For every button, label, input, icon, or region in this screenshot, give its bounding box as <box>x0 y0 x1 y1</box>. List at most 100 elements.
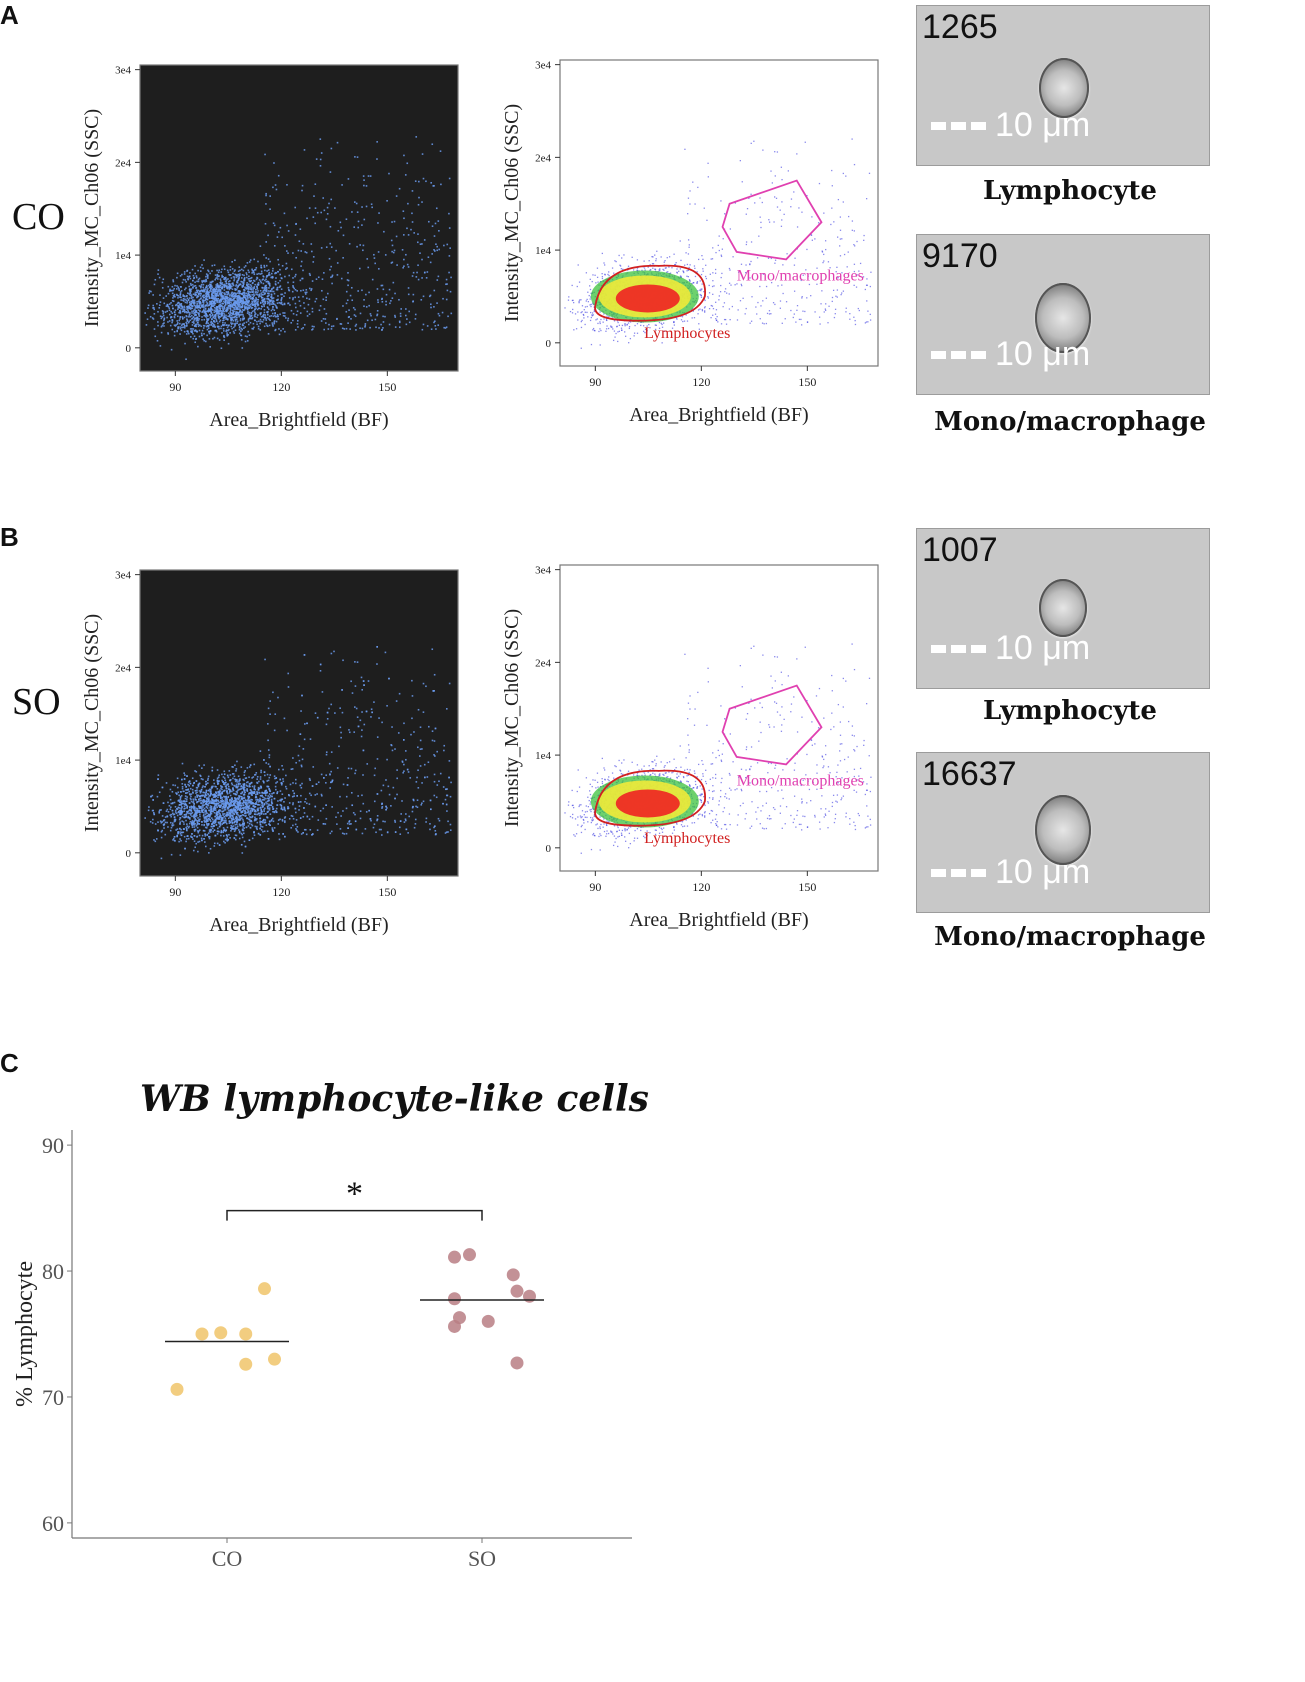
x-tick-label: CO <box>212 1546 243 1571</box>
y-tick-label: 1e4 <box>115 755 131 767</box>
x-axis-label: Area_Brightfield (BF) <box>209 914 388 936</box>
y-tick-label: 3e4 <box>115 570 131 582</box>
y-tick-label: 2e4 <box>535 152 551 164</box>
density-high <box>615 284 680 313</box>
panel-letter-b: B <box>0 522 19 552</box>
scale-bar-label: 10 μm <box>995 629 1091 667</box>
y-tick-label: 0 <box>546 843 552 855</box>
x-tick-label: 90 <box>589 880 601 894</box>
scale-bar-label: 10 μm <box>995 106 1091 144</box>
x-axis-label: Area_Brightfield (BF) <box>629 404 808 426</box>
significance-bracket <box>226 1209 483 1221</box>
lymphocyte-gate-label: Lymphocytes <box>644 325 730 342</box>
plot-frame <box>559 564 879 872</box>
lymphocyte-percentage-chart: 60 70 80 90 CO SO % Lymphocyte * <box>12 1130 632 1571</box>
cell-icon <box>1039 579 1087 637</box>
y-axis-label: Intensity_MC_Ch06 (SSC) <box>81 109 103 327</box>
data-point <box>510 1356 524 1370</box>
mono-gate <box>721 684 823 766</box>
data-point <box>481 1314 495 1328</box>
data-point <box>258 1282 271 1296</box>
y-axis-label: % Lymphocyte <box>12 1261 38 1407</box>
data-point <box>448 1319 461 1333</box>
cell-image-so-mono: 16637 10 μm <box>916 752 1210 913</box>
mono-gate-label: Mono/macrophages <box>737 773 864 790</box>
y-tick-label: 2e4 <box>535 657 551 669</box>
x-tick-label: 120 <box>692 375 710 389</box>
cell-icon <box>1035 283 1091 353</box>
x-tick-label: 120 <box>272 885 290 899</box>
plot-frame <box>139 64 459 372</box>
mono-gate-label: Mono/macrophages <box>737 268 864 285</box>
cell-image-co-mono: 9170 10 μm <box>916 234 1210 395</box>
x-tick-label: 150 <box>798 375 816 389</box>
flow-scatter-so-ungated: 0 1e4 2e4 3e4 90 120 150 Area_Brightfield (BF) I… <box>81 569 459 936</box>
significance-marker: * <box>346 1176 363 1213</box>
cell-id: 1007 <box>922 531 998 569</box>
data-point <box>239 1327 253 1341</box>
cell-caption: Lymphocyte <box>983 696 1157 726</box>
series-co <box>165 1282 289 1396</box>
axes: 60 70 80 90 CO SO <box>42 1130 632 1571</box>
x-axis-label: Area_Brightfield (BF) <box>629 909 808 931</box>
data-point <box>448 1292 461 1306</box>
x-tick-label: 120 <box>272 380 290 394</box>
group-label-so: SO <box>12 681 61 723</box>
x-tick-label: 90 <box>169 380 181 394</box>
y-tick-label: 1e4 <box>115 250 131 262</box>
lymphocyte-gate <box>594 769 706 827</box>
y-tick-label: 3e4 <box>535 565 551 577</box>
data-point <box>239 1357 253 1371</box>
data-point <box>510 1284 524 1298</box>
series-so <box>420 1248 544 1370</box>
flow-density-co-gated: 0 1e4 2e4 3e4 90 120 150 Area_Brightfield (BF) I… <box>501 59 879 426</box>
scale-bar: 10 μm <box>931 106 1090 145</box>
cell-id: 1265 <box>922 8 998 46</box>
panel-letter-a: A <box>0 0 19 30</box>
flow-density-so-gated: 0 1e4 2e4 3e4 90 120 150 Area_Brightfield (BF) I… <box>501 564 879 931</box>
y-axis-label: Intensity_MC_Ch06 (SSC) <box>501 609 523 827</box>
x-tick-label: 150 <box>798 880 816 894</box>
event-dots <box>144 646 452 860</box>
scale-bar-label: 10 μm <box>995 853 1091 891</box>
cell-caption: Mono/macrophage <box>934 922 1206 952</box>
scale-bar: 10 μm <box>931 853 1090 892</box>
y-tick-label: 0 <box>126 848 132 860</box>
plot-frame <box>139 569 459 877</box>
cell-id: 16637 <box>922 755 1017 793</box>
y-tick-label: 2e4 <box>115 662 131 674</box>
scale-bar: 10 μm <box>931 335 1090 374</box>
panel-letter-c: C <box>0 1048 19 1078</box>
y-tick-label: 0 <box>546 338 552 350</box>
density-high <box>615 789 680 818</box>
x-tick-label: 150 <box>378 380 396 394</box>
y-tick-label: 1e4 <box>535 750 551 762</box>
y-tick-label: 0 <box>126 343 132 355</box>
cell-image-so-lymphocyte: 1007 10 μm <box>916 528 1210 689</box>
cell-id: 9170 <box>922 237 998 275</box>
scale-bar: 10 μm <box>931 629 1090 668</box>
y-tick-label: 70 <box>42 1385 64 1410</box>
x-tick-label: SO <box>468 1546 496 1571</box>
x-tick-label: 90 <box>169 885 181 899</box>
data-point <box>523 1289 536 1303</box>
y-tick-label: 1e4 <box>535 245 551 257</box>
data-point <box>448 1250 461 1264</box>
y-tick-label: 3e4 <box>535 60 551 72</box>
mono-gate <box>721 179 823 261</box>
y-axis-label: Intensity_MC_Ch06 (SSC) <box>81 614 103 832</box>
group-label-co: CO <box>12 196 65 238</box>
data-point <box>195 1327 209 1341</box>
x-tick-label: 90 <box>589 375 601 389</box>
x-axis-label: Area_Brightfield (BF) <box>209 409 388 431</box>
cell-caption: Mono/macrophage <box>934 407 1206 437</box>
flow-scatter-co-ungated: 0 1e4 2e4 3e4 90 120 150 Area_Brightfield (BF) I… <box>81 64 459 431</box>
y-tick-label: 80 <box>42 1259 64 1284</box>
x-tick-label: 120 <box>692 880 710 894</box>
cell-icon <box>1039 58 1089 118</box>
data-point <box>170 1382 184 1396</box>
data-point <box>214 1326 228 1340</box>
y-axis-label: Intensity_MC_Ch06 (SSC) <box>501 104 523 322</box>
y-tick-label: 2e4 <box>115 157 131 169</box>
event-dots <box>144 136 453 361</box>
